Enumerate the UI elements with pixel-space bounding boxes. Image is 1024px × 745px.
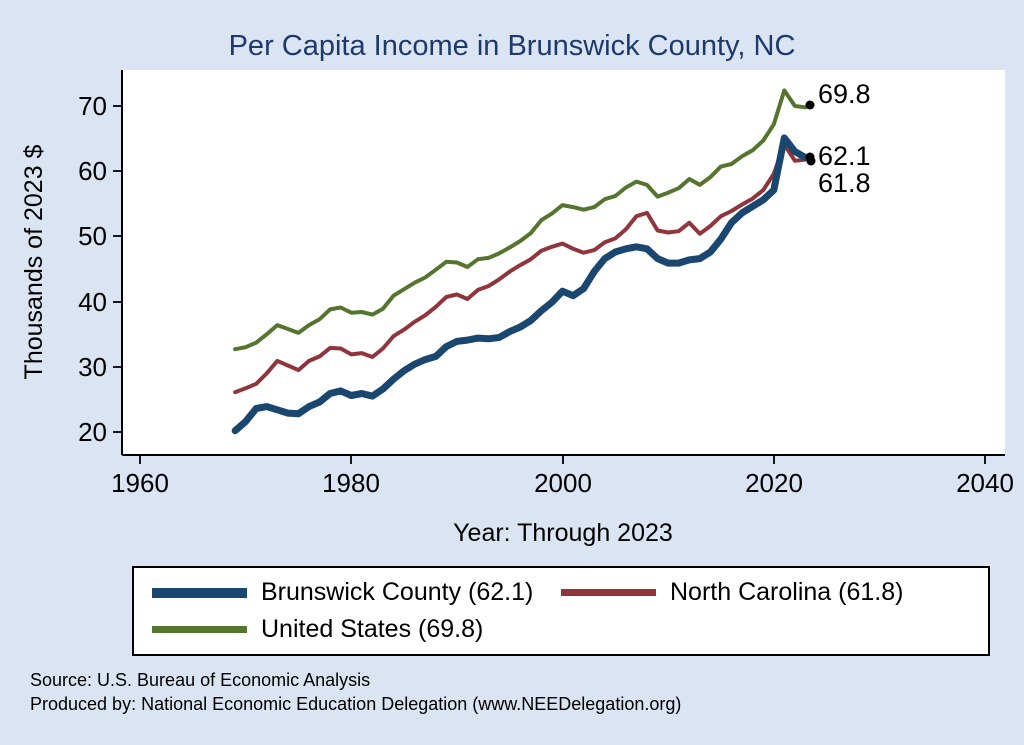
x-axis-title: Year: Through 2023 xyxy=(453,519,673,547)
y-tick-label: 70 xyxy=(78,91,107,121)
y-tick-label: 50 xyxy=(78,221,107,251)
chart-title: Per Capita Income in Brunswick County, N… xyxy=(228,30,796,62)
x-tick-label: 1960 xyxy=(111,468,169,498)
y-axis: 20 30 40 50 60 70 xyxy=(78,70,123,455)
series-line-united-states xyxy=(233,88,808,352)
end-label-north-carolina: 61.8 xyxy=(818,168,871,198)
legend: Brunswick County (62.1) North Carolina (… xyxy=(132,566,990,656)
x-tick-label: 2020 xyxy=(745,468,803,498)
end-label-brunswick-county: 62.1 xyxy=(818,141,871,171)
legend-swatch-united-states xyxy=(152,626,247,633)
y-tick-label: 40 xyxy=(78,287,107,317)
series-line-brunswick-county xyxy=(231,134,809,435)
end-labels: 69.8 62.1 61.8 xyxy=(805,79,871,198)
plot-area xyxy=(122,70,1005,455)
legend-swatch-north-carolina xyxy=(561,589,656,596)
footer: Source: U.S. Bureau of Economic Analysis… xyxy=(30,668,681,717)
x-axis: 1960 1980 2000 2020 2040 xyxy=(111,454,1014,498)
legend-item-brunswick-county: Brunswick County (62.1) xyxy=(152,578,561,607)
end-label-united-states: 69.8 xyxy=(818,79,871,109)
y-tick-label: 60 xyxy=(78,156,107,186)
y-tick-label: 20 xyxy=(78,417,107,447)
x-tick-label: 2000 xyxy=(534,468,592,498)
series-line-north-carolina xyxy=(233,142,808,395)
y-axis-title: Thousands of 2023 $ xyxy=(20,144,48,379)
produced-note: Produced by: National Economic Education… xyxy=(30,694,682,715)
x-tick-label: 1980 xyxy=(322,468,380,498)
line-chart: 20 30 40 50 60 70 1960 1980 2000 2020 20… xyxy=(20,70,1014,547)
legend-item-united-states: United States (69.8) xyxy=(152,615,561,644)
end-marker-united-states xyxy=(805,100,815,110)
legend-label-united-states: United States (69.8) xyxy=(261,615,484,643)
legend-swatch-brunswick-county xyxy=(152,587,247,598)
legend-label-brunswick-county: Brunswick County (62.1) xyxy=(261,578,534,606)
legend-item-north-carolina: North Carolina (61.8) xyxy=(561,578,970,607)
legend-label-north-carolina: North Carolina (61.8) xyxy=(670,578,904,606)
end-marker-north-carolina xyxy=(806,156,816,166)
source-note: Source: U.S. Bureau of Economic Analysis xyxy=(30,670,371,690)
x-tick-label: 2040 xyxy=(956,468,1014,498)
y-tick-label: 30 xyxy=(78,352,107,382)
series-lines xyxy=(231,88,809,435)
